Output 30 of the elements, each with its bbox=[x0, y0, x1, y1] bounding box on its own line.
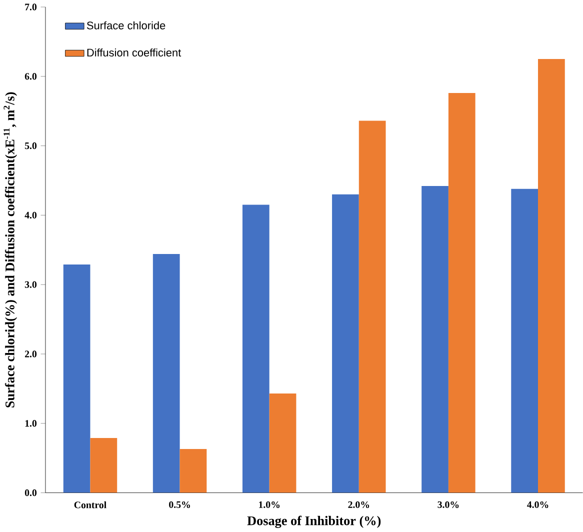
bar bbox=[422, 186, 448, 493]
x-axis-title: Dosage of Inhibitor (%) bbox=[247, 516, 381, 528]
x-tick-label: 3.0% bbox=[438, 502, 459, 508]
bar bbox=[511, 189, 538, 493]
y-tick-label: 5.0 bbox=[24, 142, 37, 150]
bar bbox=[90, 438, 118, 493]
bar bbox=[152, 254, 180, 493]
legend-label: Surface chloride bbox=[86, 22, 166, 30]
y-tick-label: 3.0 bbox=[24, 281, 37, 288]
y-tick-label: 4.0 bbox=[24, 212, 37, 219]
bar bbox=[332, 194, 359, 493]
bar bbox=[538, 59, 565, 493]
y-tick-label: 0.0 bbox=[24, 490, 37, 496]
y-axis-title: Surface chlorid(%) and Diffusion coefficient(xE$^{-11}$, m$^{2}$/s) bbox=[4, 92, 18, 408]
bar bbox=[448, 93, 476, 493]
y-tick-label: 6.0 bbox=[24, 73, 37, 80]
x-tick-label: 0.5% bbox=[169, 502, 190, 508]
bar bbox=[358, 121, 386, 493]
y-tick-label: 1.0 bbox=[25, 420, 37, 427]
bar bbox=[180, 449, 207, 493]
bar bbox=[63, 264, 90, 493]
legend-label: Diffusion coefficient bbox=[87, 48, 182, 57]
x-tick-label: Control bbox=[74, 502, 106, 508]
x-tick-label: 2.0% bbox=[348, 502, 370, 508]
bar bbox=[269, 394, 296, 493]
y-tick-label: 7.0 bbox=[25, 4, 37, 11]
bar bbox=[242, 204, 270, 493]
x-tick-label: 4.0% bbox=[527, 502, 548, 508]
y-tick-label: 2.0 bbox=[24, 350, 37, 358]
x-tick-label: 1.0% bbox=[259, 502, 280, 508]
